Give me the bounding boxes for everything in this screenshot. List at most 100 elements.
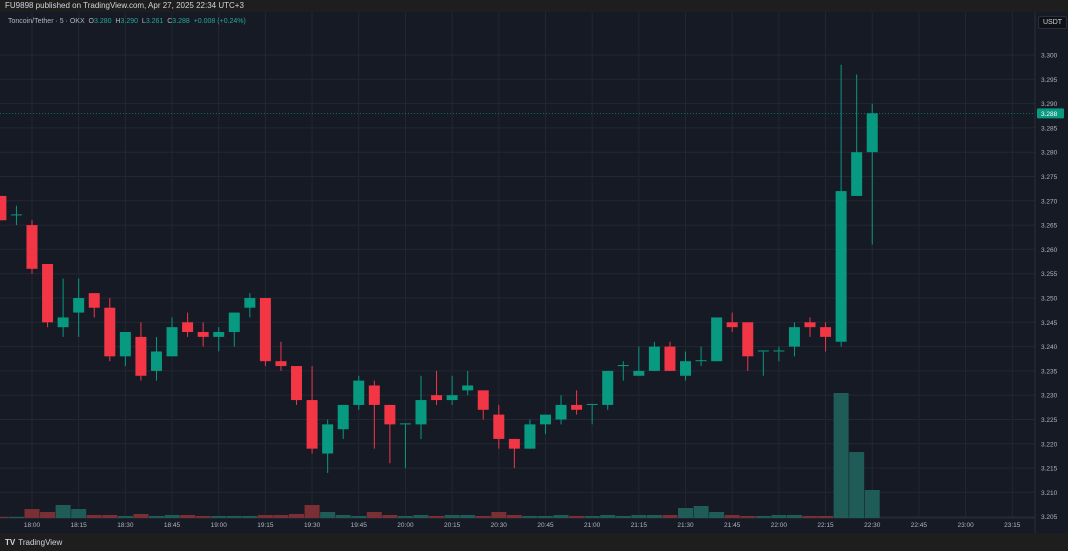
candle-body	[633, 370, 645, 376]
candle-body	[384, 404, 396, 425]
candle-body	[197, 332, 209, 337]
volume-bar	[397, 516, 413, 518]
candle-body	[182, 322, 194, 333]
candle-body	[291, 366, 303, 401]
volume-bar	[180, 515, 196, 518]
volume-bar	[475, 516, 491, 518]
close-value: 3.288	[172, 18, 190, 25]
candle-body	[524, 424, 536, 449]
volume-bar	[304, 505, 320, 518]
x-tick-label: 23:15	[1004, 522, 1021, 529]
y-tick-label: 3.290	[1041, 101, 1058, 108]
high-value: 3.290	[120, 18, 139, 25]
y-tick-label: 3.230	[1041, 393, 1058, 400]
volume-bar	[786, 515, 802, 518]
candle-body	[399, 423, 411, 425]
y-tick-label: 3.275	[1041, 174, 1058, 181]
volume-bar	[522, 516, 538, 518]
candle-body	[742, 322, 754, 357]
x-tick-label: 19:15	[257, 522, 274, 529]
candle-body	[711, 317, 723, 362]
currency-button[interactable]: USDT	[1038, 16, 1068, 29]
symbol-legend: Toncoin/Tether · 5 · OKX O3.280 H3.290 L…	[8, 18, 246, 25]
volume-bar	[615, 516, 631, 518]
footer: TV TradingView	[5, 538, 62, 547]
y-tick-label: 3.205	[1041, 514, 1058, 521]
candle-body	[88, 293, 100, 308]
candle-body	[275, 361, 287, 367]
symbol-name: Toncoin/Tether · 5 · OKX	[8, 18, 85, 25]
candle-body	[804, 322, 816, 328]
x-tick-label: 18:30	[117, 522, 134, 529]
y-tick-label: 3.300	[1041, 53, 1058, 60]
volume-bar	[195, 516, 211, 518]
candle-body	[213, 332, 225, 337]
volume-bar	[646, 515, 662, 518]
candle-body	[866, 113, 878, 153]
x-tick-label: 20:15	[444, 522, 461, 529]
volume-bar	[444, 515, 460, 518]
candle-body	[368, 385, 380, 405]
y-tick-label: 3.270	[1041, 198, 1058, 205]
volume-bar	[460, 515, 476, 518]
volume-bar	[818, 516, 834, 518]
candle-body	[353, 380, 365, 405]
volume-bar	[40, 512, 56, 518]
x-tick-label: 22:45	[911, 522, 928, 529]
candle-body	[104, 307, 116, 357]
volume-bar	[226, 516, 242, 518]
open-label: O	[88, 18, 94, 25]
volume-bar	[833, 393, 849, 518]
y-tick-label: 3.250	[1041, 296, 1058, 303]
candle-body	[664, 346, 676, 371]
y-tick-label: 3.285	[1041, 125, 1058, 132]
y-tick-label: 3.220	[1041, 441, 1058, 448]
candle-body	[820, 327, 832, 337]
candle-body	[10, 214, 22, 216]
low-label: L	[141, 18, 146, 25]
candle-body	[73, 298, 85, 313]
published-caption: FU9898 published on TradingView.com, Apr…	[5, 1, 244, 10]
candle-body	[680, 361, 692, 376]
volume-bar	[849, 452, 865, 518]
x-tick-label: 22:15	[817, 522, 834, 529]
y-tick-label: 3.240	[1041, 344, 1058, 351]
candle-body	[539, 414, 551, 425]
volume-bar	[553, 515, 569, 518]
y-tick-label: 3.265	[1041, 223, 1058, 230]
candle-body	[555, 404, 567, 420]
candle-body	[571, 404, 583, 410]
x-tick-label: 18:45	[164, 522, 181, 529]
volume-bar	[102, 515, 118, 518]
y-tick-label: 3.280	[1041, 150, 1058, 157]
candle-body	[322, 424, 334, 454]
x-tick-label: 21:30	[677, 522, 694, 529]
x-tick-label: 23:00	[957, 522, 974, 529]
volume-bar	[724, 515, 740, 518]
y-tick-label: 3.295	[1041, 77, 1058, 84]
volume-bar	[55, 505, 71, 518]
candle-body	[135, 336, 147, 376]
low-value: 3.261	[145, 18, 164, 25]
candle-body	[788, 327, 800, 347]
volume-bar	[709, 512, 725, 518]
last-price-label: 3.288	[1041, 111, 1058, 118]
volume-bar	[413, 515, 429, 518]
volume-bar	[8, 517, 24, 518]
volume-bar	[133, 514, 149, 518]
candle-body	[166, 327, 178, 357]
close-label: C	[167, 18, 173, 25]
volume-bar	[351, 516, 367, 518]
candle-body	[259, 298, 271, 362]
y-tick-label: 3.245	[1041, 320, 1058, 327]
volume-bar	[662, 515, 678, 518]
volume-bar	[584, 516, 600, 518]
candle-body	[726, 322, 738, 328]
volume-bar	[429, 516, 445, 518]
open-value: 3.280	[94, 18, 112, 25]
volume-bar	[242, 516, 258, 518]
volume-bar	[71, 509, 87, 518]
volume-bar	[273, 515, 289, 518]
candle-body	[42, 263, 54, 323]
x-tick-label: 19:30	[304, 522, 321, 529]
